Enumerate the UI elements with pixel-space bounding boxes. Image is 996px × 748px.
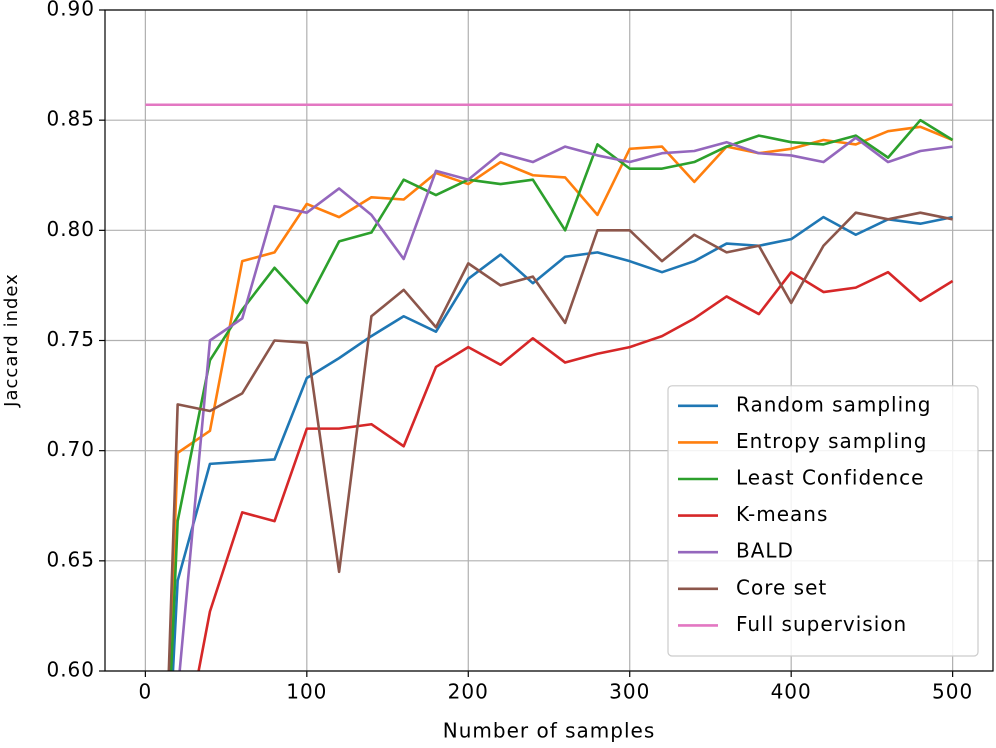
- legend-label: Core set: [736, 575, 827, 599]
- x-tick-label: 400: [771, 680, 812, 704]
- y-tick-label: 0.85: [46, 107, 95, 131]
- y-tick-label: 0.80: [46, 217, 95, 241]
- legend-label: Least Confidence: [736, 466, 924, 490]
- series-line: [168, 125, 954, 671]
- legend-label: Full supervision: [736, 612, 907, 636]
- series-line: [197, 270, 954, 671]
- legend-box: [667, 385, 979, 657]
- x-tick-label: 500: [932, 680, 973, 704]
- x-tick-label: 300: [609, 680, 650, 704]
- legend-label: Random sampling: [736, 392, 932, 416]
- y-tick-label: 0.70: [46, 437, 95, 461]
- series-line: [178, 136, 953, 671]
- plot-area: [145, 103, 954, 671]
- legend-label: K-means: [736, 502, 828, 526]
- axes-frame: [104, 9, 994, 672]
- y-tick-label: 0.75: [46, 327, 95, 351]
- legend-label: Entropy sampling: [736, 429, 927, 453]
- y-tick-label: 0.60: [46, 658, 95, 682]
- series-line: [171, 215, 953, 671]
- y-axis-label: Jaccard index: [1, 273, 22, 408]
- x-tick-label: 100: [286, 680, 327, 704]
- x-tick-label: 200: [448, 680, 489, 704]
- y-tick-label: 0.90: [46, 0, 95, 21]
- x-axis-label: Number of samples: [443, 719, 655, 743]
- legend-label: BALD: [736, 539, 794, 563]
- series-line: [169, 118, 954, 671]
- x-tick-label: 0: [138, 680, 152, 704]
- y-tick-label: 0.65: [46, 547, 95, 571]
- series-line: [167, 211, 953, 671]
